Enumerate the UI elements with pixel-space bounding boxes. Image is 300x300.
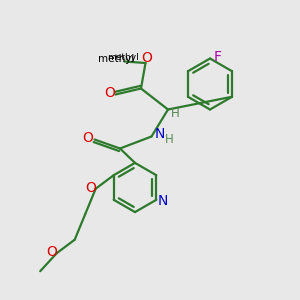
Text: N: N (158, 194, 168, 208)
Text: F: F (214, 50, 221, 64)
Text: O: O (85, 181, 96, 194)
Text: O: O (82, 131, 93, 145)
Text: methyl: methyl (107, 53, 139, 62)
Text: O: O (142, 51, 152, 64)
Text: H: H (171, 106, 180, 120)
Text: methyl: methyl (98, 54, 134, 64)
Text: O: O (46, 245, 57, 259)
Text: O: O (104, 86, 115, 100)
Text: N: N (155, 127, 165, 140)
Text: H: H (164, 133, 173, 146)
